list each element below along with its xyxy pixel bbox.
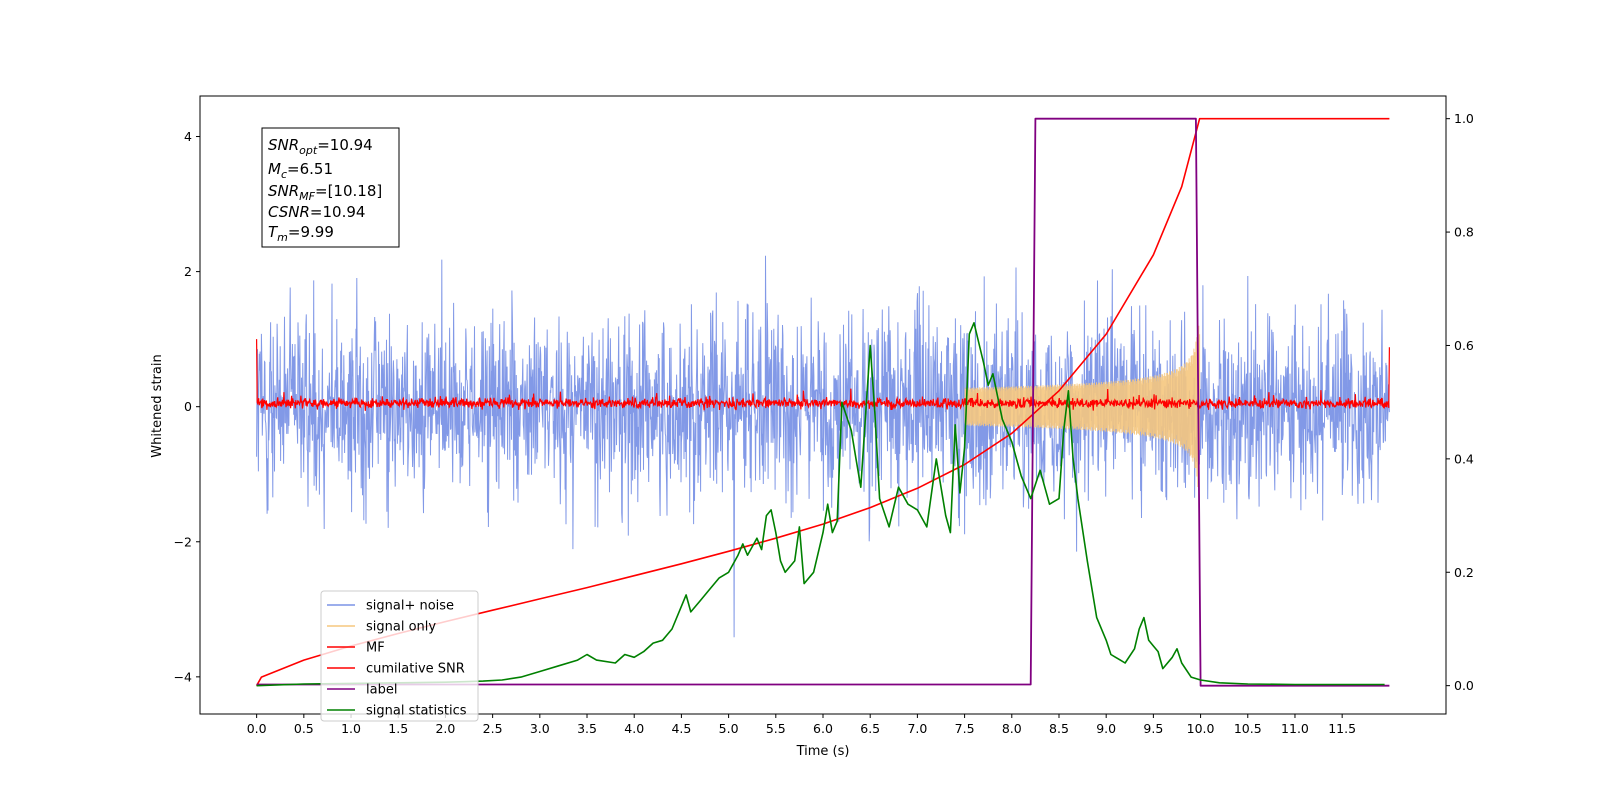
x-tick-label: 2.5: [483, 721, 503, 736]
x-tick-label: 8.0: [1002, 721, 1022, 736]
series-signal-noise: [256, 255, 1390, 638]
series-mf: [256, 339, 1390, 411]
legend-label: signal+ noise: [366, 599, 454, 614]
x-tick-label: 10.5: [1234, 721, 1262, 736]
x-tick-label: 6.0: [813, 721, 833, 736]
x-tick-label: 0.5: [294, 721, 314, 736]
x-tick-label: 11.5: [1328, 721, 1356, 736]
y-axis-label: Whitened strain: [150, 354, 165, 457]
x-tick-label: 9.0: [1096, 721, 1116, 736]
legend-label: MF: [366, 641, 385, 656]
x-tick-label: 3.5: [577, 721, 597, 736]
y-tick-label: 4: [184, 129, 192, 144]
x-tick-label: 2.0: [435, 721, 455, 736]
y-tick-label: 0: [184, 399, 192, 414]
x-tick-label: 9.5: [1143, 721, 1163, 736]
x-tick-label: 8.5: [1049, 721, 1069, 736]
x-tick-label: 3.0: [530, 721, 550, 736]
y2-tick-label: 1.0: [1454, 111, 1474, 126]
legend-label: label: [366, 683, 397, 698]
annotation-tm: Tm=9.99: [268, 223, 334, 244]
y-tick-label: −2: [174, 534, 192, 549]
x-tick-label: 7.5: [955, 721, 975, 736]
y2-tick-label: 0.6: [1454, 338, 1474, 353]
x-tick-label: 1.5: [388, 721, 408, 736]
legend-label: signal only: [366, 620, 436, 635]
annotation-snr-opt: SNRopt=10.94: [268, 136, 373, 157]
x-tick-label: 5.5: [766, 721, 786, 736]
legend: signal+ noise signal only MF cumilative SNR…: [320, 590, 479, 722]
x-tick-label: 7.0: [907, 721, 927, 736]
series-label: [256, 117, 1390, 687]
y2-tick-label: 0.4: [1454, 451, 1474, 466]
x-tick-label: 1.0: [341, 721, 361, 736]
legend-label: cumilative SNR: [366, 662, 465, 677]
series-signal-only: [964, 325, 1201, 488]
y-tick-label: 2: [184, 264, 192, 279]
annotation-box: SNRopt=10.94 Mc=6.51 SNRMF=[10.18] CSNR=…: [261, 127, 400, 248]
legend-label: signal statistics: [366, 704, 467, 719]
x-tick-label: 0.0: [247, 721, 267, 736]
y2-tick-label: 0.2: [1454, 565, 1474, 580]
y2-tick-label: 0.8: [1454, 225, 1474, 240]
x-axis-label: Time (s): [796, 744, 850, 759]
legend-frame: [320, 590, 479, 722]
annotation-csnr: CSNR=10.94: [268, 203, 365, 221]
x-tick-label: 5.0: [719, 721, 739, 736]
y2-tick-label: 0.0: [1454, 678, 1474, 693]
x-tick-label: 4.0: [624, 721, 644, 736]
x-tick-label: 4.5: [671, 721, 691, 736]
annotation-snr-mf: SNRMF=[10.18]: [268, 182, 382, 203]
annotation-mc: Mc=6.51: [268, 160, 333, 181]
x-tick-label: 6.5: [860, 721, 880, 736]
y-tick-label: −4: [174, 669, 192, 684]
x-tick-label: 11.0: [1281, 721, 1309, 736]
x-tick-label: 10.0: [1187, 721, 1215, 736]
series-signal-statistics: [256, 322, 1385, 687]
